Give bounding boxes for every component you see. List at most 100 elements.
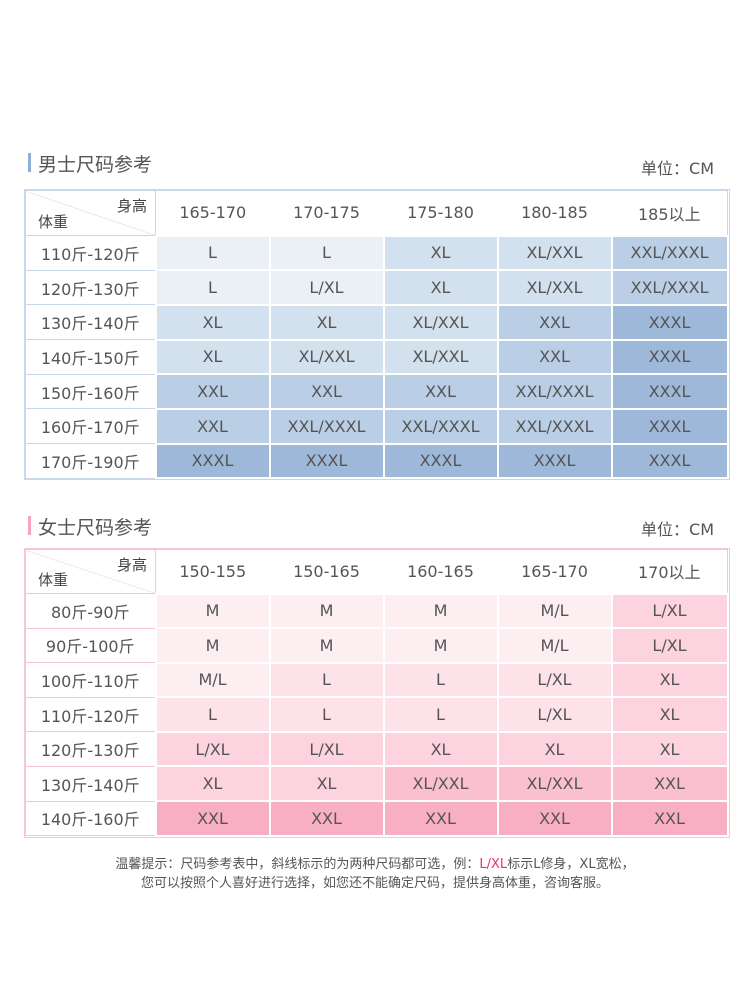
size-cell: XL (268, 303, 385, 341)
size-cell: XXL (610, 800, 729, 837)
column-header: 150-155 (155, 549, 270, 594)
unit: 单位：CM (641, 520, 714, 539)
weight-cell: 130斤-140斤 (25, 304, 156, 341)
size-cell: XL (610, 696, 729, 733)
size-cell: XXXL (496, 442, 613, 480)
size-cell: XXL/XXXL (496, 407, 613, 445)
column-header: 160-165 (383, 549, 498, 594)
size-cell: XL (268, 765, 385, 803)
height-label: 身高 (116, 556, 147, 574)
table-row: 150斤-160斤 XXL XXL XXL XXL/XXXL XXXL (25, 373, 729, 410)
weight-cell: 170斤-190斤 (25, 443, 156, 479)
size-cell: L (154, 269, 271, 306)
size-cell: L/XL (496, 661, 613, 699)
size-cell: XXXL (610, 338, 729, 376)
size-cell: L (154, 234, 271, 272)
table-row: 130斤-140斤 XL XL XL/XXL XL/XXL XXL (25, 765, 729, 803)
size-cell: M (154, 627, 271, 664)
size-cell: XL (610, 661, 729, 699)
size-cell: XXL (154, 407, 271, 445)
table-row: 110斤-120斤 L L L L/XL XL (25, 696, 729, 733)
size-cell: XXL/XXXL (496, 373, 613, 410)
header-row: 身高 体重 165-170 170-175 175-180 180-185 185以上 (25, 190, 728, 236)
column-header: 165-170 (497, 549, 612, 594)
weight-label: 体重 (38, 571, 69, 589)
weight-label: 体重 (38, 213, 69, 231)
size-cell: M/L (496, 627, 613, 664)
size-cell: XXL/XXXL (382, 407, 499, 445)
note: 温馨提示：尺码参考表中，斜线标示的为两种尺码都可选，例：L/XL标示L修身，XL… (0, 853, 750, 872)
size-cell: XL (154, 338, 271, 376)
size-cell: M (268, 627, 385, 664)
size-cell: XXL (610, 765, 729, 803)
column-header: 185以上 (611, 190, 728, 236)
size-cell: XXL/XXXL (268, 407, 385, 445)
column-header: 175-180 (383, 190, 498, 236)
column-header: 180-185 (497, 190, 612, 236)
size-cell: L (154, 696, 271, 733)
size-cell: L/XL (268, 269, 385, 306)
size-table: 身高 体重 150-155 150-165 160-165 165-170 170以上 80斤… (24, 548, 730, 838)
size-cell: XXL (268, 373, 385, 410)
size-cell: M (382, 592, 499, 630)
size-cell: XL/XXL (268, 338, 385, 376)
weight-cell: 150斤-160斤 (25, 373, 156, 410)
unit: 单位：CM (641, 159, 714, 178)
size-cell: XXL/XXXL (610, 234, 729, 272)
weight-cell: 80斤-90斤 (25, 593, 156, 629)
size-cell: XXXL (610, 442, 729, 480)
size-cell: XL (154, 303, 271, 341)
size-cell: XXXL (610, 373, 729, 410)
corner-cell: 身高体重 (25, 190, 156, 236)
size-cell: L (268, 696, 385, 733)
note-text: 标示L修身，XL宽松， (507, 857, 635, 872)
size-cell: XL (382, 730, 499, 768)
size-table: 身高 体重 165-170 170-175 175-180 180-185 185以上 110… (24, 188, 730, 481)
column-header: 150-165 (269, 549, 384, 594)
weight-cell: 110斤-120斤 (25, 696, 156, 733)
size-cell: L/XL (154, 730, 271, 768)
weight-cell: 90斤-100斤 (25, 627, 156, 664)
size-cell: XXL (382, 800, 499, 837)
weight-cell: 160斤-170斤 (25, 408, 156, 445)
size-cell: XXL/XXXL (610, 269, 729, 306)
table-row: 90斤-100斤 M M M M/L L/XL (25, 627, 729, 664)
note-highlight: L/XL (479, 857, 508, 872)
weight-cell: 130斤-140斤 (25, 765, 156, 802)
size-cell: XXXL (610, 303, 729, 341)
note-text: 您可以按照个人喜好进行选择，如您还不能确定尺码，提供身高体重，咨询客服。 (140, 876, 609, 891)
size-cell: XL (496, 730, 613, 768)
height-label: 身高 (116, 197, 147, 215)
table-row: 130斤-140斤 XL XL XL/XXL XXL XXXL (25, 303, 729, 341)
table-row: 120斤-130斤 L/XL L/XL XL XL XL (25, 730, 729, 768)
size-cell: M (268, 592, 385, 630)
column-header: 170以上 (611, 549, 728, 594)
size-cell: L (382, 696, 499, 733)
size-cell: L (382, 661, 499, 699)
note-text: 温馨提示：尺码参考表中，斜线标示的为两种尺码都可选，例： (115, 857, 480, 872)
weight-cell: 120斤-130斤 (25, 269, 156, 306)
size-cell: L/XL (268, 730, 385, 768)
table-row: 80斤-90斤 M M M M/L L/XL (25, 592, 729, 630)
weight-cell: 120斤-130斤 (25, 731, 156, 767)
corner-cell: 身高体重 (25, 549, 156, 594)
weight-cell: 140斤-150斤 (25, 339, 156, 375)
section-title: 男士尺码参考 (28, 150, 152, 177)
table-row: 120斤-130斤 L L/XL XL XL/XXL XXL/XXXL (25, 269, 729, 306)
size-cell: XXL (496, 303, 613, 341)
size-cell: XXL (496, 338, 613, 376)
size-cell: M/L (154, 661, 271, 699)
size-cell: M (154, 592, 271, 630)
size-cell: M/L (496, 592, 613, 630)
size-cell: XL/XXL (496, 234, 613, 272)
weight-cell: 100斤-110斤 (25, 662, 156, 698)
size-cell: L/XL (496, 696, 613, 733)
size-cell: XL/XXL (382, 765, 499, 803)
size-cell: XL (154, 765, 271, 803)
size-cell: XXXL (610, 407, 729, 445)
section-title: 女士尺码参考 (28, 513, 152, 540)
column-header: 170-175 (269, 190, 384, 236)
size-cell: XXL (268, 800, 385, 837)
size-cell: XL (382, 269, 499, 306)
